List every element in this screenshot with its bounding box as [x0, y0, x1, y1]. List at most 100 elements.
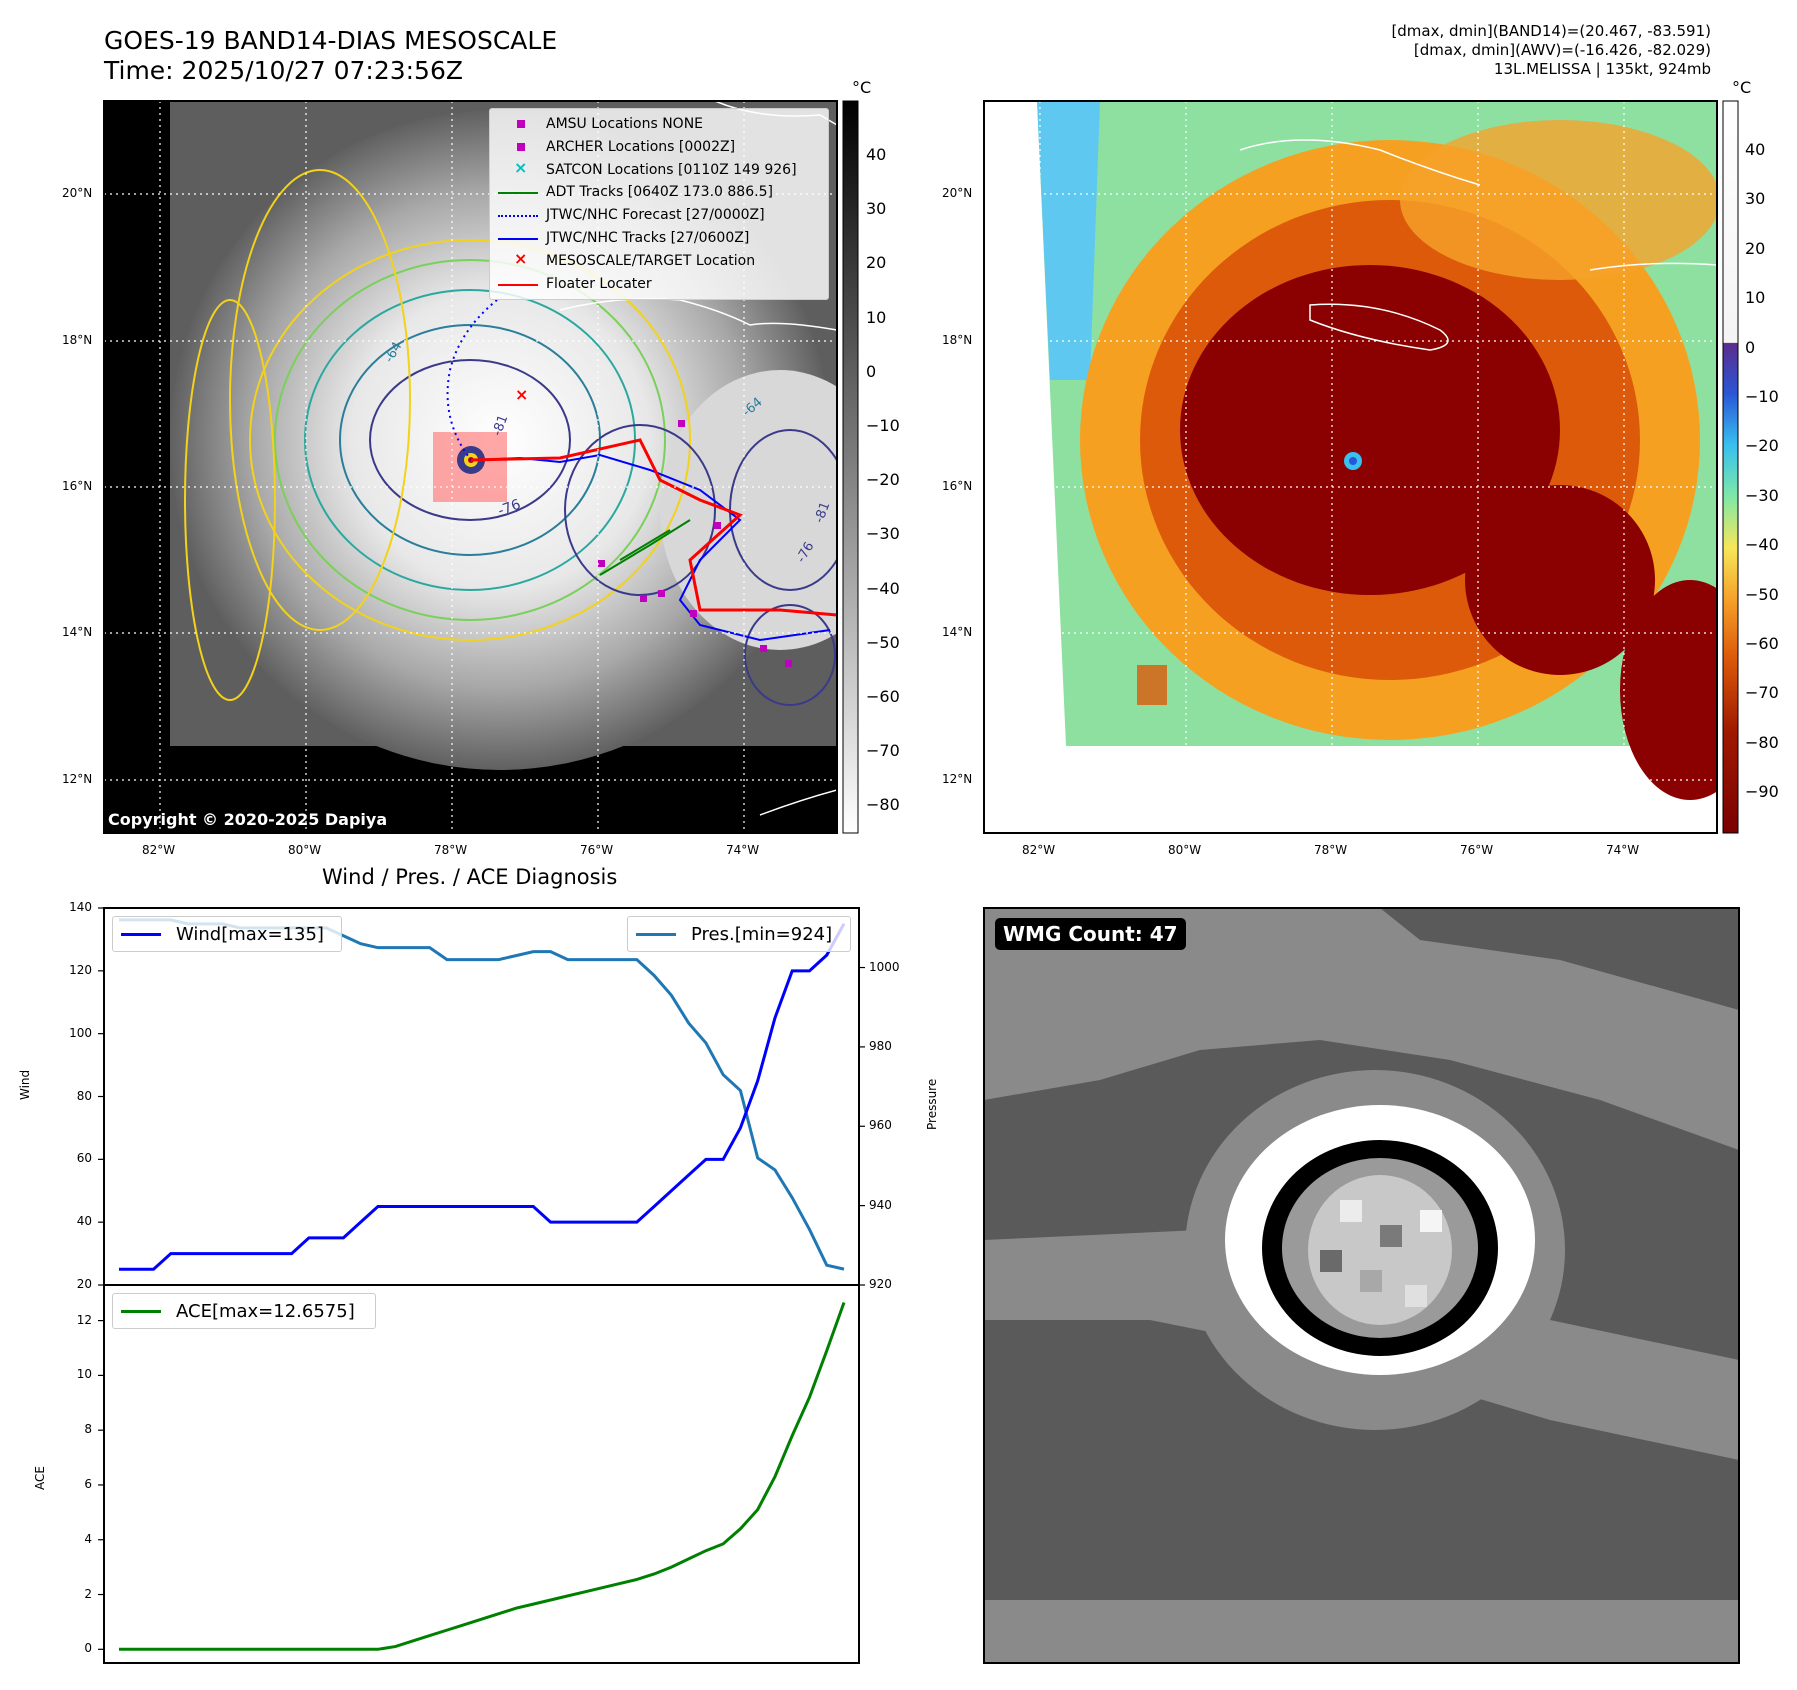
legend-swatch — [498, 192, 538, 195]
colorbar-tick-label: −10 — [866, 416, 900, 435]
ace-series-line — [119, 1302, 846, 1651]
lon-label: 76°W — [1460, 843, 1494, 857]
lon-label: 82°W — [1022, 843, 1056, 857]
y-tick-label: 980 — [869, 1038, 892, 1053]
legend-entry: AMSU Locations NONE — [496, 114, 826, 134]
y-tick-label: 140 — [69, 900, 92, 914]
wind-series-line — [119, 922, 846, 1271]
colorbar-tick-label: 30 — [1745, 189, 1766, 209]
y-tick-label: 960 — [869, 1118, 892, 1133]
colorbar-tick-label: 40 — [1745, 140, 1766, 159]
colorbar-tick-label: 30 — [866, 199, 887, 219]
legend-swatch: × — [514, 157, 528, 177]
y-tick-label: 4 — [84, 1531, 92, 1546]
colorbar-tick-label: −40 — [866, 578, 900, 598]
info-line-1: [dmax, dmin](BAND14)=(20.467, -83.591) — [1391, 22, 1711, 40]
lat-label: 18°N — [942, 333, 973, 347]
colorbar-tick-label: −80 — [866, 795, 900, 815]
colorbar-tick-label: 20 — [866, 253, 887, 273]
intensity-info: [dmax, dmin](BAND14)=(20.467, -83.591) [… — [1111, 22, 1711, 79]
legend-label: JTWC/NHC Tracks [27/0600Z] — [546, 230, 750, 246]
wind-legend-swatch — [121, 933, 161, 936]
pressure-axis-label: Pressure — [925, 1078, 939, 1130]
y-tick-label: 40 — [76, 1214, 92, 1229]
info-line-3: 13L.MELISSA | 135kt, 924mb — [1493, 60, 1711, 78]
colorbar-tick-label: 0 — [866, 361, 877, 381]
colorbar-tick-label: −20 — [1745, 436, 1779, 456]
colorbar-tick-label: 20 — [1745, 238, 1766, 258]
y-tick-label: 80 — [76, 1088, 92, 1103]
y-tick-label: 60 — [76, 1151, 92, 1166]
ace-legend: ACE[max=12.6575] — [112, 1293, 376, 1329]
diagnosis-title: Wind / Pres. / ACE Diagnosis — [322, 865, 618, 889]
colorbar-tick-label: 10 — [866, 307, 887, 327]
legend-label: Floater Locater — [546, 275, 652, 292]
ace-legend-label: ACE[max=12.6575] — [176, 1301, 355, 1322]
colorbar-unit: °C — [852, 78, 872, 97]
map-legend: AMSU Locations NONE ARCHER Locations [000… — [489, 108, 829, 300]
info-line-2: [dmax, dmin](AWV)=(-16.426, -82.029) — [1413, 41, 1711, 59]
wind-axis-label: Wind — [18, 1069, 32, 1100]
colorbar-tick-label: −30 — [1745, 485, 1779, 505]
lat-label: 20°N — [62, 186, 93, 200]
svg-text:×: × — [515, 385, 528, 404]
legend-swatch — [498, 238, 538, 240]
lat-label: 18°N — [62, 333, 93, 347]
legend-swatch — [517, 120, 525, 128]
legend-swatch — [498, 215, 538, 218]
legend-swatch — [498, 283, 538, 286]
y-tick-label: 12 — [76, 1312, 92, 1327]
lon-label: 80°W — [1168, 843, 1202, 857]
colorbar-tick-label: 10 — [1745, 288, 1766, 308]
lat-label: 14°N — [942, 625, 973, 639]
title-line-2: Time: 2025/10/27 07:23:56Z — [104, 56, 463, 85]
ace-axis-label: ACE — [33, 1466, 47, 1490]
y-tick-label: 8 — [84, 1422, 92, 1437]
colorbar-tick-label: −90 — [1745, 782, 1779, 802]
lon-label: 74°W — [1606, 843, 1640, 857]
awv-colorbar — [1722, 100, 1739, 834]
lon-label: 78°W — [1314, 843, 1348, 857]
legend-label: ADT Tracks [0640Z 173.0 886.5] — [546, 184, 773, 201]
legend-label: AMSU Locations NONE — [546, 116, 704, 132]
legend-entry: Floater Locater — [496, 274, 826, 294]
colorbar-tick-label: −60 — [1745, 634, 1779, 653]
copyright-text: Copyright © 2020-2025 Dapiya — [108, 810, 388, 829]
y-tick-label: 940 — [869, 1197, 892, 1212]
legend-swatch — [517, 142, 525, 151]
y-tick-label: 100 — [69, 1025, 92, 1040]
colorbar-tick-label: −70 — [866, 741, 900, 761]
colorbar-tick-label: −80 — [1745, 732, 1779, 752]
ace-axes — [103, 1284, 860, 1664]
lon-label: 82°W — [142, 843, 176, 857]
legend-entry: × MESOSCALE/TARGET Location — [496, 249, 826, 271]
colorbar-tick-label: −10 — [1745, 387, 1779, 406]
lon-label: 80°W — [288, 843, 322, 857]
ir-colorbar — [842, 100, 859, 834]
wind-legend-label: Wind[max=135] — [176, 924, 324, 945]
colorbar-tick-label: −20 — [866, 470, 900, 490]
legend-label: JTWC/NHC Forecast [27/0000Z] — [546, 207, 765, 224]
y-tick-label: 10 — [76, 1367, 92, 1382]
legend-entry: × SATCON Locations [0110Z 149 926] — [496, 157, 826, 180]
colorbar-tick-label: −60 — [866, 687, 900, 706]
lat-label: 16°N — [62, 479, 93, 493]
title-line-1: GOES-19 BAND14-DIAS MESOSCALE — [104, 26, 558, 55]
legend-entry: ARCHER Locations [0002Z] — [496, 137, 826, 157]
pressure-legend-label: Pres.[min=924] — [691, 924, 833, 945]
legend-label: ARCHER Locations [0002Z] — [546, 138, 736, 155]
colorbar-tick-label: −50 — [1745, 584, 1779, 604]
ace-marks — [119, 1302, 846, 1651]
y-tick-label: 920 — [869, 1277, 892, 1291]
colorbar-tick-label: −30 — [866, 524, 900, 544]
y-tick-label: 1000 — [869, 959, 900, 974]
lon-label: 74°W — [726, 843, 760, 857]
pressure-legend-swatch — [636, 933, 676, 936]
lat-label: 12°N — [942, 772, 973, 786]
colorbar-tick-label: 0 — [1745, 337, 1756, 357]
y-tick-label: 120 — [69, 962, 92, 977]
lat-label: 16°N — [942, 479, 973, 493]
y-tick-label: 2 — [84, 1586, 92, 1601]
lat-label: 14°N — [62, 625, 93, 639]
